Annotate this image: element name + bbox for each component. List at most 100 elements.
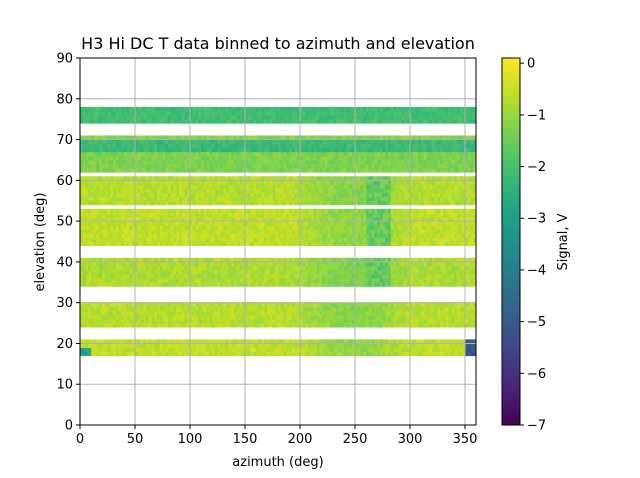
heatmap-cell [80,221,84,226]
heatmap-cell [363,257,367,263]
heatmap-cell [462,270,466,275]
heatmap-cell [401,323,405,328]
heatmap-cell [341,168,345,173]
heatmap-cell [330,229,334,234]
heatmap-cell [445,310,449,316]
heatmap-cell [338,233,342,238]
heatmap-cell [225,261,229,267]
heatmap-cell [168,302,172,308]
heatmap-cell [280,176,284,181]
heatmap-cell [385,343,389,348]
heatmap-cell [137,339,141,344]
heatmap-cell [151,323,155,328]
heatmap-cell [454,347,458,352]
heatmap-cell [187,302,191,308]
heatmap-cell [305,225,309,230]
heatmap-cell [176,339,180,344]
heatmap-cell [110,347,114,352]
heatmap-cell [157,188,161,193]
heatmap-cell [206,212,210,218]
heatmap-cell [385,221,389,226]
heatmap-cell [366,176,370,181]
heatmap-cell [118,323,122,328]
heatmap-cell [374,302,378,308]
heatmap-cell [300,351,304,357]
heatmap-cell [423,282,427,287]
heatmap-cell [297,257,301,263]
heatmap-cell [162,221,166,226]
heatmap-cell [239,180,243,185]
heatmap-cell [459,184,463,189]
heatmap-cell [382,217,386,222]
heatmap-cell [250,343,254,348]
heatmap-cell [401,188,405,193]
heatmap-cell [390,184,394,189]
heatmap-cell [297,184,301,189]
heatmap-cell [283,168,287,173]
heatmap-cell [113,323,117,328]
heatmap-cell [388,233,392,238]
heatmap-cell [379,188,383,193]
heatmap-cell [209,274,213,279]
heatmap-cell [308,176,312,181]
heatmap-cell [374,217,378,222]
heatmap-cell [440,192,444,198]
heatmap-cell [115,339,119,344]
heatmap-cell [258,343,262,348]
heatmap-cell [165,323,169,328]
heatmap-cell [445,229,449,234]
heatmap-cell [327,343,331,348]
heatmap-cell [245,257,249,263]
heatmap-cell [459,347,463,352]
heatmap-cell [102,265,106,271]
heatmap-cell [465,184,469,189]
heatmap-cell [393,168,397,173]
heatmap-cell [407,221,411,226]
heatmap-cell [294,270,298,275]
heatmap-cell [291,270,295,275]
heatmap-cell [467,180,471,185]
heatmap-cell [410,180,414,185]
heatmap-cell [407,192,411,198]
heatmap-cell [176,168,180,173]
heatmap-cell [110,274,114,279]
heatmap-cell [258,164,262,169]
heatmap-cell [338,217,342,222]
heatmap-cell [272,318,276,324]
heatmap-cell [115,261,119,267]
heatmap-cell [192,212,196,218]
heatmap-cell [104,196,108,202]
heatmap-cell [388,221,392,226]
heatmap-cell [209,347,213,352]
heatmap-cell [234,212,238,218]
heatmap-cell [267,306,271,312]
heatmap-cell [363,323,367,328]
heatmap-cell [415,217,419,222]
heatmap-cell [377,184,381,189]
heatmap-cell [407,261,411,267]
heatmap-cell [168,343,172,348]
heatmap-cell [456,274,460,279]
heatmap-cell [297,192,301,198]
heatmap-cell [115,221,119,226]
heatmap-cell [220,351,224,357]
heatmap-cell [368,233,372,238]
heatmap-cell [302,278,306,283]
heatmap-cell [371,168,375,173]
heatmap-cell [96,208,100,214]
heatmap-cell [426,257,430,263]
heatmap-cell [346,310,350,316]
heatmap-cell [341,274,345,279]
heatmap-cell [363,196,367,202]
heatmap-cell [96,351,100,357]
heatmap-cell [247,200,251,206]
heatmap-cell [454,265,458,271]
heatmap-cell [473,200,476,206]
heatmap-cell [456,196,460,202]
heatmap-cell [146,237,150,242]
heatmap-cell [234,180,238,185]
heatmap-cell [104,200,108,206]
heatmap-cell [102,257,106,263]
heatmap-cell [335,164,339,169]
heatmap-cell [113,233,117,238]
